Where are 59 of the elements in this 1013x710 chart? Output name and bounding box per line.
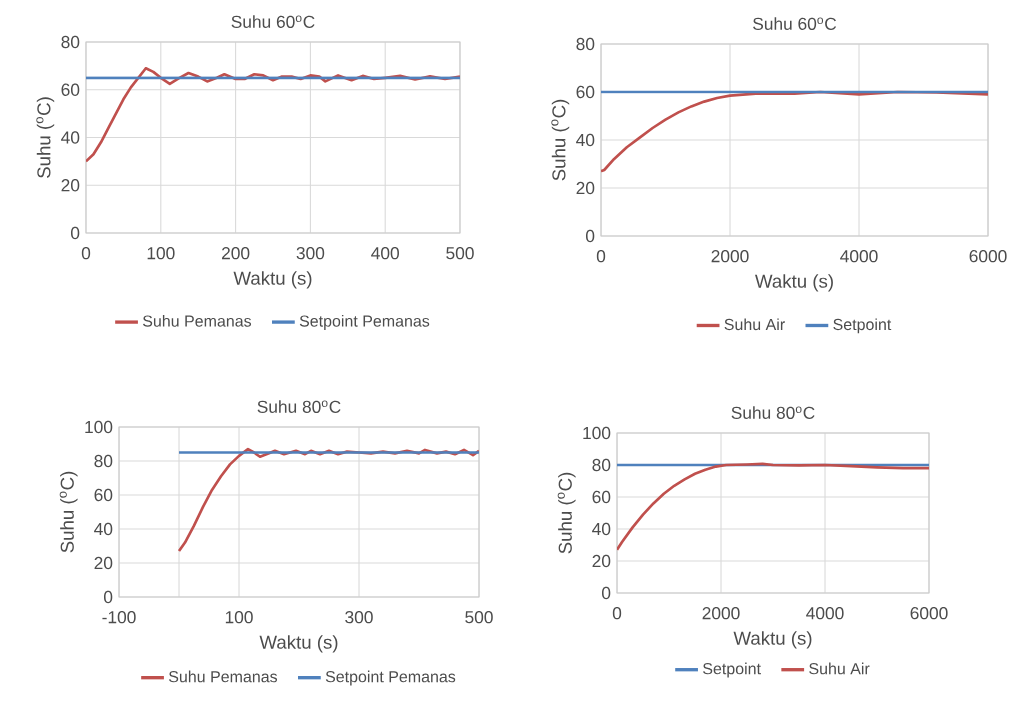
y-tick-label: 0: [70, 226, 80, 240]
y-tick-label: 60: [61, 83, 80, 96]
x-tick-label: 500: [446, 247, 474, 260]
y-axis-title: Suhu ($^{o}$C): [59, 471, 78, 553]
chart-title: Suhu 80$^{o}$C: [731, 406, 815, 419]
x-tick-label: 400: [371, 247, 399, 260]
x-axis-title: Waktu (s): [755, 274, 833, 292]
x-axis-title: Waktu (s): [259, 635, 338, 653]
y-tick-label: 40: [61, 131, 80, 144]
y-tick-label: 80: [61, 35, 80, 49]
x-tick-label: 500: [465, 611, 493, 624]
y-tick-label: 60: [576, 85, 595, 99]
legend-label: Setpoint Pemanas: [325, 670, 456, 686]
chart-title: Suhu 60$^{o}$C: [231, 15, 315, 28]
y-tick-label: 0: [585, 229, 595, 243]
x-axis-title: Waktu (s): [733, 631, 812, 649]
y-tick-label: 40: [576, 133, 595, 147]
y-tick-label: 20: [61, 179, 80, 192]
chart-title: Suhu 60$^{o}$C: [753, 17, 837, 30]
y-tick-label: 0: [103, 590, 113, 604]
y-tick-label: 20: [94, 556, 113, 570]
x-tick-label: 0: [81, 247, 91, 260]
x-tick-label: 6000: [969, 250, 1007, 263]
y-tick-label: 20: [576, 181, 595, 195]
x-tick-label: 100: [147, 247, 175, 260]
y-tick-label: 20: [592, 554, 611, 568]
x-tick-label: 2000: [711, 250, 749, 263]
legend-label: Suhu Air: [809, 662, 870, 675]
y-tick-label: 100: [583, 426, 611, 440]
x-tick-label: 200: [222, 247, 250, 260]
y-tick-label: 40: [94, 522, 113, 536]
y-axis-title: Suhu ($^{o}$C): [551, 99, 570, 181]
x-tick-label: 6000: [910, 607, 948, 620]
chart-title: Suhu 80$^{o}$C: [257, 400, 341, 413]
y-axis-title: Suhu ($^{o}$C): [557, 472, 576, 554]
y-tick-label: 100: [85, 420, 113, 434]
legend-label: Suhu Air: [724, 318, 785, 331]
x-tick-label: 4000: [840, 250, 878, 263]
y-tick-label: 40: [592, 522, 611, 536]
y-tick-label: 60: [592, 490, 611, 504]
y-tick-label: 80: [94, 454, 113, 468]
x-tick-label: 0: [612, 607, 622, 620]
x-tick-label: 300: [296, 247, 325, 260]
legend-label: Setpoint: [703, 662, 761, 678]
y-axis-title: Suhu ($^{o}$C): [36, 97, 55, 178]
y-tick-label: 0: [601, 586, 611, 600]
legend-label: Setpoint: [833, 318, 892, 334]
x-tick-label: 100: [225, 611, 253, 624]
legend-label: Suhu Pemanas: [168, 670, 278, 683]
x-axis-title: Waktu (s): [233, 271, 312, 289]
legend-label: Suhu Pemanas: [142, 315, 252, 327]
y-tick-label: 60: [94, 488, 113, 502]
x-tick-label: 2000: [702, 607, 740, 620]
x-tick-label: 300: [345, 611, 373, 624]
y-tick-label: 80: [592, 458, 611, 472]
legend-label: Setpoint Pemanas: [299, 315, 430, 330]
x-tick-label: -100: [102, 611, 136, 624]
y-tick-label: 80: [576, 37, 595, 51]
x-tick-label: 4000: [806, 607, 844, 620]
